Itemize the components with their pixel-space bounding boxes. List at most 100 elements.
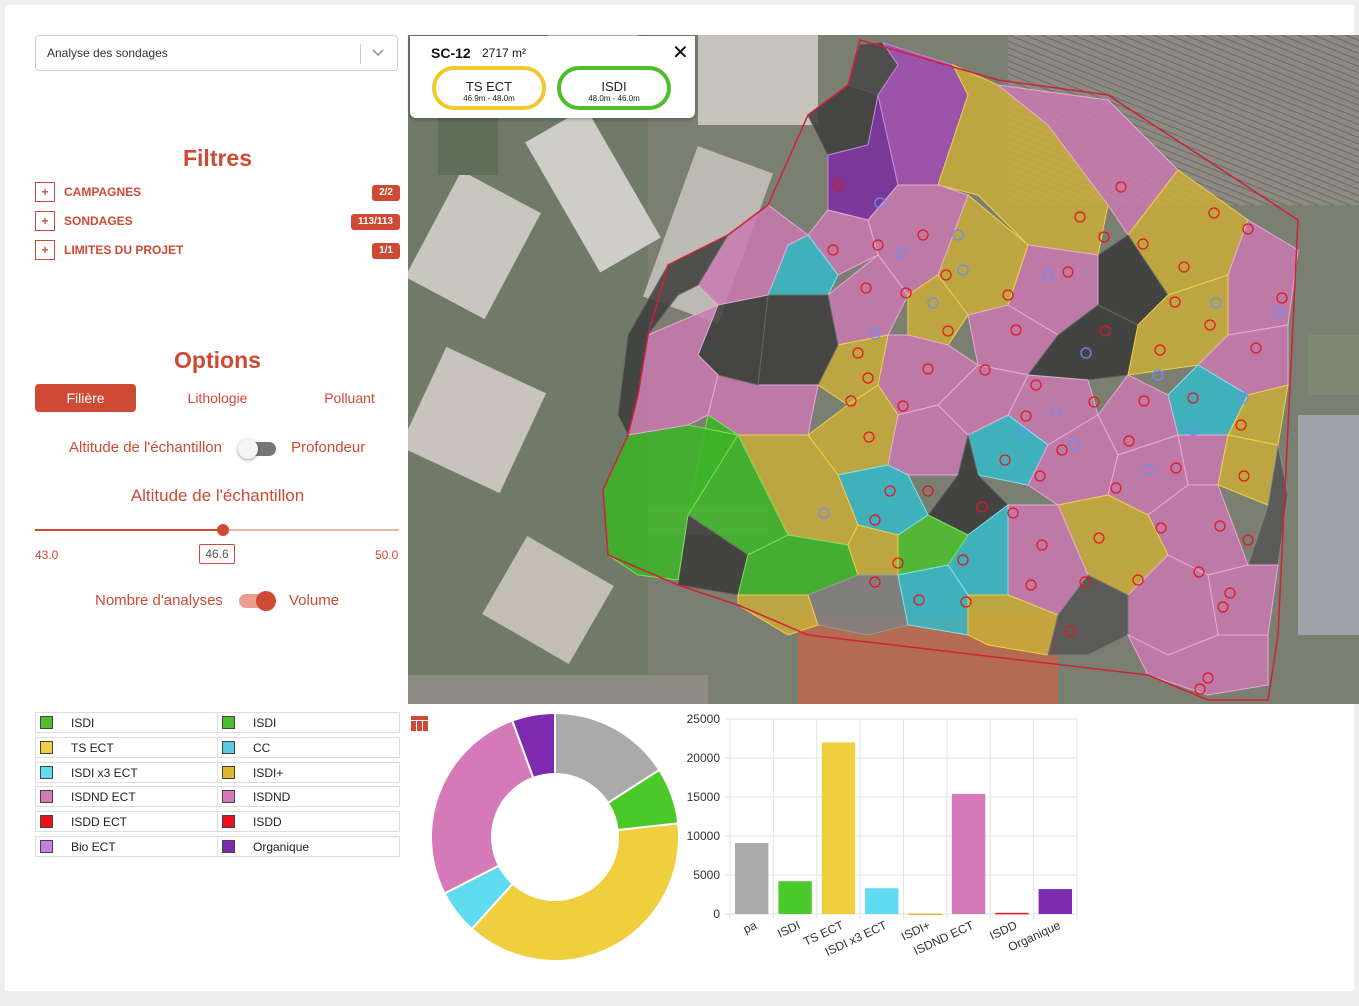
pill-depth: 46.9m - 48.0m: [463, 94, 515, 103]
y-tick-label: 5000: [693, 868, 720, 882]
bar[interactable]: [865, 888, 899, 914]
bar[interactable]: [908, 913, 942, 916]
legend-swatch: [222, 740, 235, 754]
legend-item[interactable]: ISDI x3 ECT: [35, 761, 218, 783]
legend-swatch: [222, 840, 235, 853]
legend-label: CC: [253, 740, 271, 755]
donut-slice[interactable]: [470, 822, 680, 962]
bar[interactable]: [778, 881, 812, 914]
filter-label: CAMPAGNES: [64, 185, 142, 199]
legend-label: ISDD: [253, 815, 282, 830]
chevron-down-icon[interactable]: [371, 45, 385, 59]
bar[interactable]: [995, 912, 1029, 915]
donut-slice[interactable]: [430, 719, 535, 895]
legend-item[interactable]: ISDI+: [217, 761, 400, 783]
legend-item[interactable]: CC: [217, 736, 400, 758]
expand-icon[interactable]: +: [35, 240, 55, 260]
toggle-knob: [256, 591, 276, 611]
x-tick-label: pa: [741, 918, 759, 936]
legend-item[interactable]: Bio ECT: [35, 836, 218, 857]
legend-label: ISDD ECT: [71, 815, 128, 830]
x-tick-label: ISDI: [775, 918, 802, 941]
filter-row-limites[interactable]: + LIMITES DU PROJET 1/1: [35, 240, 400, 260]
slider-max: 50.0: [375, 548, 399, 562]
filter-count-badge: 1/1: [372, 243, 400, 259]
filter-count-badge: 113/113: [350, 214, 400, 230]
y-tick-label: 15000: [687, 790, 721, 804]
toggle-count-label: Nombre d'analyses: [95, 592, 223, 609]
legend-label: TS ECT: [71, 740, 114, 755]
legend-item[interactable]: ISDND: [217, 786, 400, 808]
y-tick-label: 0: [713, 907, 720, 921]
satellite-map: [408, 35, 1359, 704]
legend-label: ISDI x3 ECT: [71, 765, 138, 780]
slider-title: Altitude de l'échantillon: [130, 486, 305, 505]
expand-icon[interactable]: +: [35, 211, 55, 231]
toggle-altitude-label: Altitude de l'échantillon: [69, 439, 222, 456]
close-icon[interactable]: ✕: [672, 42, 689, 64]
tab-filiere[interactable]: Filière: [35, 384, 136, 412]
legend-label: ISDND ECT: [71, 790, 136, 805]
bar[interactable]: [735, 843, 769, 914]
legend-swatch: [40, 790, 53, 804]
toggle-volume-label: Volume: [289, 592, 340, 609]
legend-swatch: [40, 815, 53, 829]
pill-ts-ect[interactable]: TS ECT 46.9m - 48.0m: [432, 66, 546, 110]
y-tick-label: 10000: [687, 829, 721, 843]
select-separator: [360, 44, 361, 64]
legend-swatch: [40, 765, 53, 779]
altitude-depth-toggle[interactable]: [238, 439, 276, 459]
y-tick-label: 20000: [687, 751, 721, 765]
pill-depth: 48.0m - 46.0m: [588, 94, 640, 103]
toggle-profondeur-label: Profondeur: [291, 439, 366, 456]
filter-count-badge: 2/2: [372, 185, 400, 201]
filters-title: Filtres: [182, 145, 253, 171]
legend-swatch: [40, 716, 53, 729]
popup-title: SC-12: [431, 45, 471, 61]
bar[interactable]: [1038, 889, 1072, 914]
pill-isdi[interactable]: ISDI 48.0m - 46.0m: [557, 66, 671, 110]
count-volume-toggle[interactable]: [239, 591, 276, 611]
legend-item[interactable]: ISDI: [35, 712, 218, 733]
analysis-select-value: Analyse des sondages: [47, 46, 168, 60]
legend-item[interactable]: ISDD ECT: [35, 811, 218, 833]
y-tick-label: 25000: [687, 712, 721, 726]
analysis-select[interactable]: Analyse des sondages: [35, 35, 398, 71]
legend-swatch: [222, 716, 235, 729]
pill-label: ISDI: [601, 79, 627, 94]
legend-swatch: [222, 790, 235, 804]
legend-label: ISDND: [253, 790, 291, 805]
map-view[interactable]: [408, 35, 1359, 704]
legend-swatch: [222, 765, 235, 779]
slider-min: 43.0: [35, 548, 59, 562]
legend-item[interactable]: ISDI: [217, 712, 400, 733]
legend-item[interactable]: Organique: [217, 836, 400, 857]
tab-polluant[interactable]: Polluant: [324, 390, 375, 406]
popup-area: 2717 m²: [482, 46, 527, 60]
bar[interactable]: [951, 793, 986, 914]
pill-label: TS ECT: [465, 79, 513, 94]
legend-label: Organique: [253, 840, 310, 854]
slider-value-input[interactable]: 46.6: [199, 544, 235, 564]
options-title: Options: [174, 347, 261, 373]
legend-item[interactable]: ISDD: [217, 811, 400, 833]
legend-label: ISDI: [71, 716, 95, 730]
legend-item[interactable]: ISDND ECT: [35, 786, 218, 808]
legend-label: ISDI: [253, 716, 277, 730]
expand-icon[interactable]: +: [35, 182, 55, 202]
filter-row-sondages[interactable]: + SONDAGES 113/113: [35, 211, 400, 231]
legend-item[interactable]: TS ECT: [35, 736, 218, 758]
slider-handle[interactable]: [217, 524, 229, 536]
slider-fill: [35, 529, 223, 531]
bar[interactable]: [821, 742, 856, 914]
tab-lithologie[interactable]: Lithologie: [187, 390, 248, 406]
sample-popup: SC-12 2717 m² ✕ TS ECT 46.9m - 48.0m ISD…: [410, 36, 695, 118]
filter-row-campagnes[interactable]: + CAMPAGNES 2/2: [35, 182, 400, 202]
filter-label: LIMITES DU PROJET: [64, 243, 184, 257]
table-icon[interactable]: [411, 716, 428, 731]
donut-slice[interactable]: [511, 711, 556, 780]
legend-label: ISDI+: [253, 765, 284, 780]
donut-chart: [430, 711, 680, 962]
legend-swatch: [40, 740, 53, 754]
